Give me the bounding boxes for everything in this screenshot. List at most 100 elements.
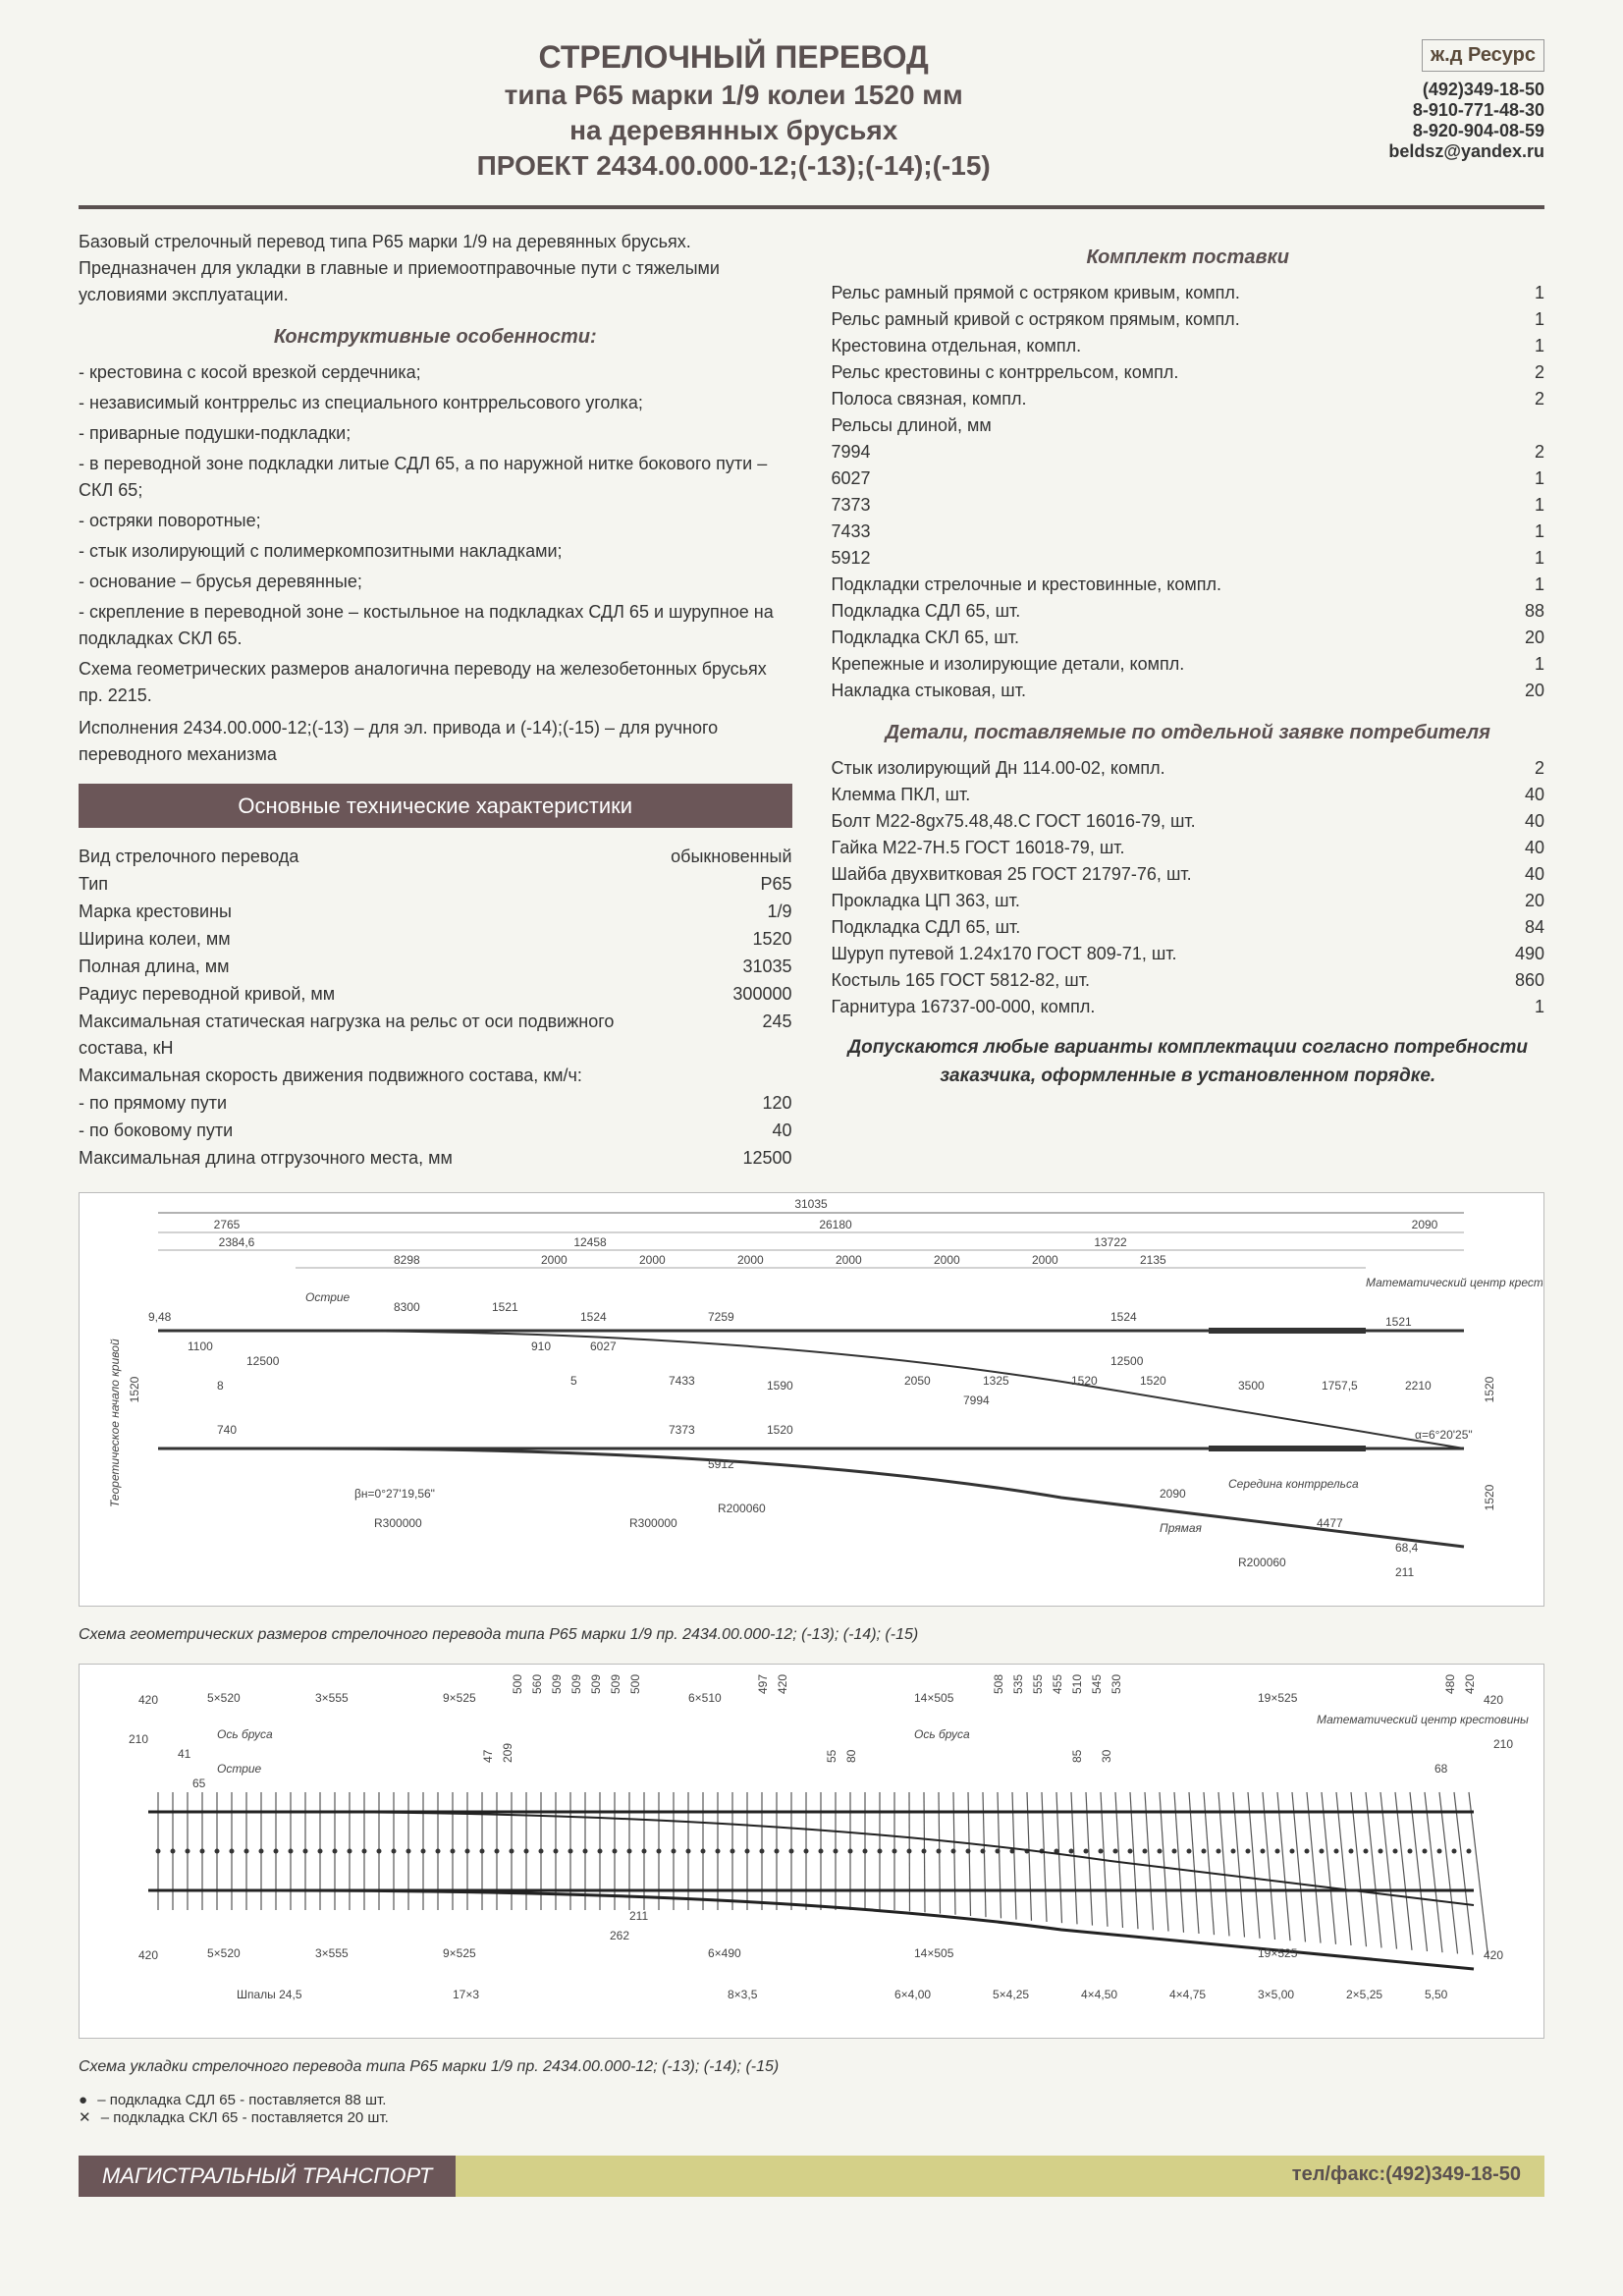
legend1: подкладка СДЛ 65 - поставляется 88 шт. [110, 2092, 387, 2108]
svg-text:R300000: R300000 [629, 1516, 677, 1530]
supply-val: 2 [1486, 439, 1544, 465]
supply-label: Рельс рамный прямой с остряком кривым, к… [832, 280, 1487, 306]
supply-row: Рельсы длиной, мм [832, 412, 1545, 439]
supply-label: Шайба двухвитковая 25 ГОСТ 21797-76, шт. [832, 861, 1487, 888]
svg-text:1757,5: 1757,5 [1322, 1379, 1358, 1393]
svg-text:2000: 2000 [541, 1253, 568, 1267]
supply-val: 84 [1486, 914, 1544, 941]
supply-row: Шайба двухвитковая 25 ГОСТ 21797-76, шт.… [832, 861, 1545, 888]
supply-val: 1 [1486, 545, 1544, 572]
supply-title: Комплект поставки [832, 243, 1545, 272]
supply-label: Подкладка СДЛ 65, шт. [832, 914, 1487, 941]
supply-label: Накладка стыковая, шт. [832, 678, 1487, 704]
supply-row: 73731 [832, 492, 1545, 519]
supply-val: 2 [1486, 359, 1544, 386]
svg-text:5912: 5912 [708, 1457, 734, 1471]
supply-label: Костыль 165 ГОСТ 5812-82, шт. [832, 967, 1487, 994]
spec-label: - по боковому пути [79, 1118, 675, 1144]
svg-text:12500: 12500 [1110, 1354, 1144, 1368]
spec-val: 1520 [675, 926, 792, 953]
svg-text:65: 65 [192, 1777, 206, 1790]
supply-val: 1 [1486, 306, 1544, 333]
spec-label: Радиус переводной кривой, мм [79, 981, 675, 1008]
svg-text:500: 500 [628, 1674, 642, 1694]
svg-text:9×525: 9×525 [443, 1691, 476, 1705]
svg-text:9×525: 9×525 [443, 1946, 476, 1960]
supply-row: 60271 [832, 465, 1545, 492]
supply-label: Подкладка СКЛ 65, шт. [832, 625, 1487, 651]
svg-text:19×525: 19×525 [1258, 1946, 1298, 1960]
svg-text:26180: 26180 [819, 1218, 852, 1231]
svg-text:510: 510 [1070, 1674, 1084, 1694]
svg-text:Прямая: Прямая [1160, 1521, 1203, 1535]
svg-text:4×4,75: 4×4,75 [1169, 1988, 1206, 2001]
spec-label: - по прямому пути [79, 1090, 675, 1117]
spec-row: Вид стрелочного переводаобыкновенный [79, 844, 792, 871]
spec-label: Максимальная длина отгрузочного места, м… [79, 1145, 675, 1172]
company-logo: ж.д Ресурс [1422, 39, 1544, 72]
svg-text:5,50: 5,50 [1425, 1988, 1448, 2001]
svg-text:535: 535 [1011, 1674, 1025, 1694]
supply-label: Полоса связная, компл. [832, 386, 1487, 412]
supply-row: Стык изолирующий Дн 114.00-02, компл.2 [832, 755, 1545, 782]
title-line2: типа Р65 марки 1/9 колеи 1520 мм [79, 80, 1388, 111]
svg-text:3500: 3500 [1238, 1379, 1265, 1393]
legend: ● – подкладка СДЛ 65 - поставляется 88 ш… [79, 2092, 1544, 2126]
svg-text:8: 8 [217, 1379, 224, 1393]
svg-text:13722: 13722 [1094, 1235, 1127, 1249]
svg-text:545: 545 [1090, 1674, 1104, 1694]
svg-text:8300: 8300 [394, 1300, 420, 1314]
svg-text:12458: 12458 [573, 1235, 607, 1249]
custom-note: Допускаются любые варианты комплектации … [832, 1034, 1545, 1090]
svg-text:2090: 2090 [1160, 1487, 1186, 1501]
supply-label: Клемма ПКЛ, шт. [832, 782, 1487, 808]
spec-label: Максимальная статическая нагрузка на рел… [79, 1009, 675, 1062]
svg-text:508: 508 [992, 1674, 1005, 1694]
spec-val: 120 [675, 1090, 792, 1117]
svg-text:R200060: R200060 [718, 1502, 766, 1515]
supply-val: 2 [1486, 386, 1544, 412]
spec-row: Максимальная статическая нагрузка на рел… [79, 1009, 792, 1063]
supply-row: Подкладки стрелочные и крестовинные, ком… [832, 572, 1545, 598]
supply-label: Гарнитура 16737-00-000, компл. [832, 994, 1487, 1020]
spec-label: Максимальная скорость движения подвижног… [79, 1063, 675, 1089]
supply-row: Гайка М22-7Н.5 ГОСТ 16018-79, шт.40 [832, 835, 1545, 861]
svg-text:497: 497 [756, 1674, 770, 1694]
supply-label: 7433 [832, 519, 1487, 545]
spec-val [675, 1063, 792, 1089]
footer-bar: МАГИСТРАЛЬНЫЙ ТРАНСПОРТ тел/факс:(492)34… [79, 2156, 1544, 2197]
svg-text:262: 262 [610, 1929, 629, 1942]
svg-text:420: 420 [1484, 1693, 1503, 1707]
spec-row: Полная длина, мм31035 [79, 954, 792, 981]
supply-val: 40 [1486, 782, 1544, 808]
supply-table: Рельс рамный прямой с остряком кривым, к… [832, 280, 1545, 704]
svg-text:6×490: 6×490 [708, 1946, 741, 1960]
svg-text:4477: 4477 [1317, 1516, 1343, 1530]
supply-label: 7994 [832, 439, 1487, 465]
svg-text:2000: 2000 [836, 1253, 862, 1267]
supply-label: Стык изолирующий Дн 114.00-02, компл. [832, 755, 1487, 782]
supply-row: Крестовина отдельная, компл.1 [832, 333, 1545, 359]
svg-text:55: 55 [825, 1749, 839, 1763]
supply-label: Шуруп путевой 1.24х170 ГОСТ 809-71, шт. [832, 941, 1487, 967]
spec-val: 12500 [675, 1145, 792, 1172]
svg-text:1521: 1521 [492, 1300, 518, 1314]
features-title: Конструктивные особенности: [79, 322, 792, 352]
supply-label: 6027 [832, 465, 1487, 492]
svg-text:1524: 1524 [1110, 1310, 1137, 1324]
supply-val: 88 [1486, 598, 1544, 625]
svg-text:5×4,25: 5×4,25 [993, 1988, 1029, 2001]
svg-text:5×520: 5×520 [207, 1691, 241, 1705]
svg-text:19×525: 19×525 [1258, 1691, 1298, 1705]
svg-text:7259: 7259 [708, 1310, 734, 1324]
svg-text:211: 211 [1395, 1565, 1414, 1579]
supply-row: Шуруп путевой 1.24х170 ГОСТ 809-71, шт.4… [832, 941, 1545, 967]
title-block: СТРЕЛОЧНЫЙ ПЕРЕВОД типа Р65 марки 1/9 ко… [79, 39, 1388, 186]
legend-cross-icon: ✕ [79, 2108, 91, 2126]
footer-left: МАГИСТРАЛЬНЫЙ ТРАНСПОРТ [79, 2156, 456, 2197]
svg-text:910: 910 [531, 1339, 551, 1353]
supply-label: 7373 [832, 492, 1487, 519]
supply-row: Полоса связная, компл.2 [832, 386, 1545, 412]
supply-val: 490 [1486, 941, 1544, 967]
dim-total: 31035 [794, 1197, 828, 1211]
